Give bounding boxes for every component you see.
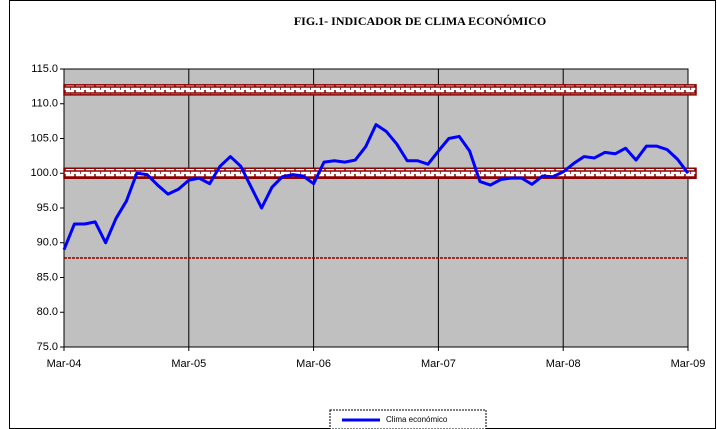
legend-label: Clima económico: [386, 415, 448, 424]
y-tick-label: 85.0: [37, 271, 58, 283]
y-tick-label: 100.0: [30, 167, 58, 179]
y-tick-label: 105.0: [30, 132, 58, 144]
y-tick-label: 80.0: [37, 306, 58, 318]
y-tick-label: 95.0: [37, 202, 58, 214]
x-tick-label: Mar-07: [421, 358, 456, 370]
y-tick-label: 115.0: [31, 63, 58, 75]
y-tick-label: 75.0: [37, 341, 58, 353]
reference-band: [63, 84, 697, 96]
x-tick-label: Mar-06: [296, 358, 331, 370]
chart-title: FIG.1- INDICADOR DE CLIMA ECONÓMICO: [294, 14, 546, 28]
x-tick-label: Mar-05: [171, 358, 206, 370]
y-tick-label: 110.0: [31, 98, 58, 110]
plot-area: [63, 68, 689, 348]
x-tick-label: Mar-04: [47, 358, 82, 370]
x-tick-label: Mar-08: [546, 358, 581, 370]
legend-box: [329, 409, 487, 429]
legend: Clima económico: [329, 409, 487, 429]
x-tick-label: Mar-09: [671, 358, 706, 370]
y-tick-label: 90.0: [37, 237, 58, 249]
reference-band: [63, 167, 697, 179]
data-line: [62, 123, 690, 251]
